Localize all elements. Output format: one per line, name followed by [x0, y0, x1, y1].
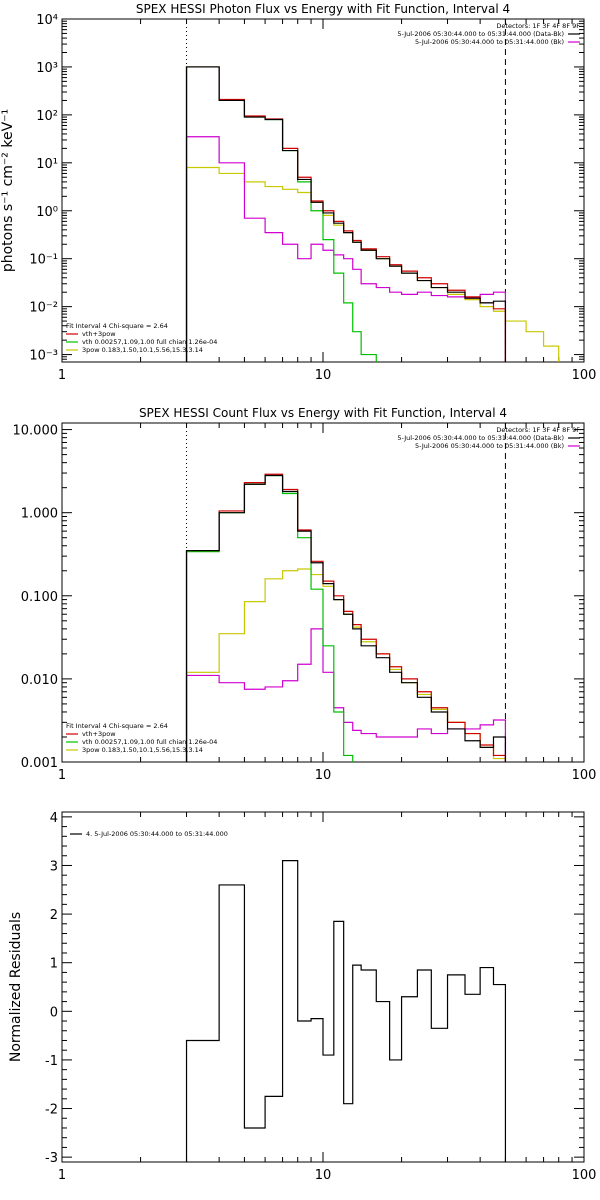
chart-panel-1: SPEX HESSI Photon Flux vs Energy with Fi… — [0, 2, 596, 383]
y-tick-label: -2 — [45, 1103, 58, 1118]
x-tick-label: 1 — [58, 1168, 66, 1183]
x-axis-ticks — [61, 423, 573, 762]
series-group — [185, 66, 560, 362]
y-tick-label: 10¹ — [36, 157, 58, 172]
y-tick-label: 3 — [50, 859, 58, 874]
chart-panel-2: SPEX HESSI Count Flux vs Energy with Fit… — [13, 406, 597, 783]
y-tick-label: 10⁻³ — [29, 349, 58, 364]
legend-label: vth 0.00257,1.09,1.00 full chian 1.26e-0… — [82, 338, 217, 346]
x-axis-ticks — [61, 812, 573, 1162]
x-tick-label: 10 — [315, 768, 332, 783]
series-3pow-line — [185, 166, 560, 362]
legend-label: vth 0.00257,1.09,1.00 full chian 1.26e-0… — [82, 738, 217, 746]
legend-header: Fit Interval 4 Chi-square = 2.64 — [66, 322, 168, 330]
legend-label: 5-Jul-2006 05:30:44.000 to 05:31:44.000 … — [397, 30, 564, 38]
legend-header: Detectors: 1F 3F 4F 8F 9F — [496, 22, 580, 30]
series-3pow-line — [185, 568, 507, 762]
chart-panel-3: 1 10 100 -3 -2 -1 0 1 2 3 4 Normalized Residuals 4. … — [8, 811, 596, 1183]
series-fit-line — [185, 473, 507, 762]
y-axis-ticks — [62, 816, 584, 1158]
y-axis-label: photons s⁻¹ cm⁻² keV⁻¹ — [0, 109, 16, 272]
y-tick-label: 0.010 — [21, 673, 58, 688]
series-data-line — [185, 474, 507, 762]
chart-title: SPEX HESSI Count Flux vs Energy with Fit… — [139, 406, 507, 420]
y-tick-label: 4 — [50, 811, 58, 826]
x-axis-ticks — [61, 19, 573, 362]
y-axis-ticks — [62, 429, 584, 763]
series-bk-line — [185, 136, 507, 362]
series-vth-line — [185, 474, 354, 762]
y-tick-label: 10⁰ — [36, 205, 58, 220]
y-tick-label: 10⁴ — [36, 13, 58, 28]
y-tick-label: 10³ — [36, 61, 58, 76]
series-vth-line — [185, 66, 377, 362]
legend-label: 5-Jul-2006 05:30:44.000 to 05:31:44.000 … — [415, 442, 564, 450]
legend-top-right: Detectors: 1F 3F 4F 8F 9F5-Jul-2006 05:3… — [397, 22, 580, 46]
y-tick-label: 0.100 — [21, 590, 58, 605]
y-tick-label: 1.000 — [21, 507, 58, 522]
legend-label: 4. 5-Jul-2006 05:30:44.000 to 05:31:44.0… — [86, 830, 228, 838]
legend-label: 3pow 0.183,1.50,10.1,5.56,15.3,3.14 — [82, 746, 203, 754]
legend-header: Detectors: 1F 3F 4F 8F 9F — [496, 426, 580, 434]
y-tick-label: 0.001 — [21, 756, 58, 771]
y-tick-label: 10⁻¹ — [29, 253, 58, 268]
y-axis-ticks — [62, 18, 584, 363]
legend-label: 5-Jul-2006 05:30:44.000 to 05:31:44.000 … — [415, 38, 564, 46]
series-group — [185, 473, 507, 762]
series-bk-line — [185, 628, 507, 762]
series-residuals-line — [185, 860, 507, 1162]
y-tick-label: 10.000 — [13, 424, 59, 439]
y-tick-label: 10² — [36, 109, 58, 124]
y-tick-label: -3 — [45, 1151, 58, 1166]
y-tick-label: -1 — [45, 1054, 58, 1069]
legend-label: 3pow 0.183,1.50,10.1,5.56,15.3,3.14 — [82, 346, 203, 354]
y-tick-label: 1 — [50, 957, 58, 972]
x-tick-label: 10 — [315, 1168, 332, 1183]
x-tick-label: 100 — [572, 768, 597, 783]
legend-label: 5-Jul-2006 05:30:44.000 to 05:31:44.000 … — [397, 434, 564, 442]
legend-left: Fit Interval 4 Chi-square = 2.64vth+3pow… — [66, 722, 217, 754]
series-group — [185, 860, 507, 1162]
x-tick-label: 100 — [572, 368, 597, 383]
legend-left: 4. 5-Jul-2006 05:30:44.000 to 05:31:44.0… — [70, 830, 228, 838]
y-tick-label: 0 — [50, 1005, 58, 1020]
legend-top-right: Detectors: 1F 3F 4F 8F 9F5-Jul-2006 05:3… — [397, 426, 580, 450]
x-tick-label: 1 — [58, 768, 66, 783]
x-tick-label: 10 — [315, 368, 332, 383]
legend-left: Fit Interval 4 Chi-square = 2.64vth+3pow… — [66, 322, 217, 354]
legend-header: Fit Interval 4 Chi-square = 2.64 — [66, 722, 168, 730]
chart-title: SPEX HESSI Photon Flux vs Energy with Fi… — [136, 2, 510, 16]
series-data-line — [185, 66, 507, 362]
y-tick-label: 10⁻² — [29, 301, 58, 316]
y-axis-label: Normalized Residuals — [8, 912, 24, 1062]
x-tick-label: 1 — [58, 368, 66, 383]
legend-label: vth+3pow — [82, 730, 116, 738]
legend-label: vth+3pow — [82, 330, 116, 338]
x-tick-label: 100 — [572, 1168, 597, 1183]
y-tick-label: 2 — [50, 908, 58, 923]
series-fit-line — [185, 66, 507, 362]
